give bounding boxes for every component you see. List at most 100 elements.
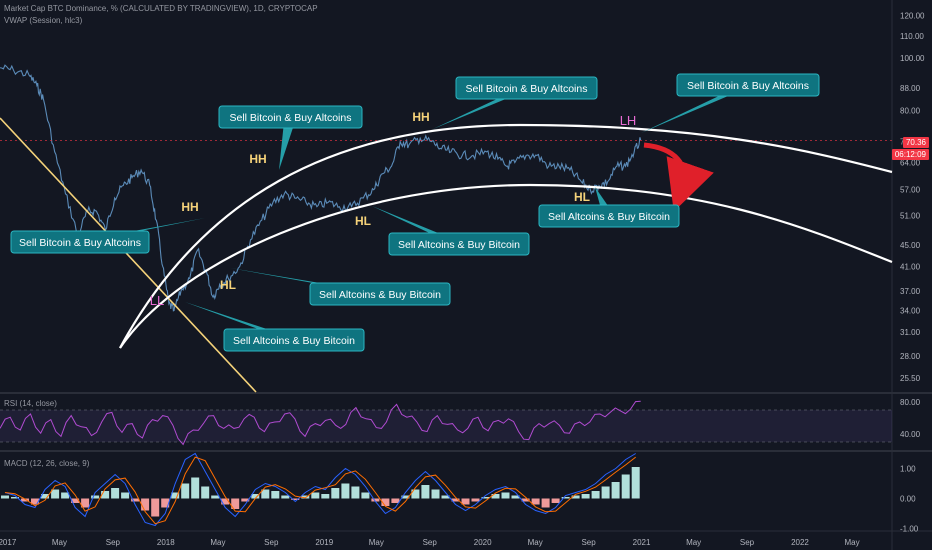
x-tick-label: Sep xyxy=(264,538,279,547)
swing-label: LH xyxy=(620,113,637,128)
indicator-label-vwap: VWAP (Session, hlc3) xyxy=(4,16,83,25)
x-tick-label: May xyxy=(686,538,701,547)
macd-histogram-bar xyxy=(31,498,39,505)
x-tick-label: May xyxy=(210,538,225,547)
macd-histogram-bar xyxy=(431,489,440,499)
swing-label: HL xyxy=(574,190,590,204)
y-tick-label: 100.00 xyxy=(900,54,925,63)
y-tick-label: 120.00 xyxy=(900,12,925,21)
macd-histogram-bar xyxy=(171,492,180,499)
x-tick-label: Sep xyxy=(581,538,596,547)
macd-histogram-bar xyxy=(401,495,410,499)
callout-box xyxy=(218,105,363,129)
macd-histogram-bar xyxy=(61,492,70,499)
callout-text: Sell Altcoins & Buy Bitcoin xyxy=(319,289,441,301)
callout-box xyxy=(388,232,530,256)
macd-tick-label: -1.00 xyxy=(900,525,919,534)
macd-histogram-bar xyxy=(161,498,170,508)
y-tick-label: 51.00 xyxy=(900,212,921,221)
y-tick-label: 31.00 xyxy=(900,328,921,337)
macd-histogram-bar xyxy=(421,485,430,499)
callout-box xyxy=(309,282,451,306)
macd-histogram-bar xyxy=(291,498,300,500)
callout-text: Sell Altcoins & Buy Bitcoin xyxy=(233,335,355,347)
macd-histogram-bar xyxy=(101,491,110,499)
macd-histogram-bar xyxy=(481,497,490,499)
callout-pointer xyxy=(279,117,297,170)
x-tick-label: May xyxy=(845,538,860,547)
red-arrow xyxy=(643,142,714,212)
y-tick-label: 80.00 xyxy=(900,106,921,115)
x-tick-label: May xyxy=(528,538,543,547)
macd-histogram-bar xyxy=(531,498,540,505)
rsi-band xyxy=(0,410,892,442)
macd-histogram-bar xyxy=(501,492,510,499)
macd-histogram-bar xyxy=(551,498,560,503)
macd-histogram-bar xyxy=(631,467,640,499)
macd-histogram-bar xyxy=(271,491,280,499)
rsi-tick-label: 40.00 xyxy=(900,430,921,439)
callout-box xyxy=(676,73,820,97)
y-tick-label: 37.00 xyxy=(900,287,921,296)
macd-histogram-bar xyxy=(441,495,450,499)
callout-text: Sell Altcoins & Buy Bitcoin xyxy=(548,211,670,223)
swing-label: HH xyxy=(181,200,198,214)
y-tick-label: 64.00 xyxy=(900,159,921,168)
swing-label: HH xyxy=(249,152,266,166)
macd-histogram-bar xyxy=(611,482,620,499)
macd-histogram-bar xyxy=(571,495,580,499)
x-tick-label: 2018 xyxy=(157,538,175,547)
rsi-label: RSI (14, close) xyxy=(4,399,57,408)
macd-tick-label: 1.00 xyxy=(900,465,916,474)
callout-text: Sell Bitcoin & Buy Altcoins xyxy=(230,112,352,124)
btc-dominance-line xyxy=(0,64,642,312)
x-tick-label: 2019 xyxy=(315,538,333,547)
macd-histogram-bar xyxy=(451,498,460,502)
macd-histogram-bar xyxy=(191,477,200,499)
y-tick-label: 57.00 xyxy=(900,186,921,195)
macd-histogram-bar xyxy=(521,498,530,502)
x-tick-label: May xyxy=(369,538,384,547)
macd-histogram-bar xyxy=(511,495,520,499)
macd-histogram-bar xyxy=(411,489,420,499)
x-tick-label: 2020 xyxy=(474,538,492,547)
macd-histogram-bar xyxy=(91,495,100,499)
x-tick-label: 2017 xyxy=(0,538,17,547)
macd-histogram-bar xyxy=(351,486,360,499)
macd-histogram-bar xyxy=(151,498,160,517)
macd-histogram-bar xyxy=(471,498,480,502)
x-tick-label: Sep xyxy=(106,538,121,547)
swing-label: HL xyxy=(355,214,371,228)
y-tick-label: 88.00 xyxy=(900,84,921,93)
macd-histogram-bar xyxy=(581,494,590,499)
rsi-line xyxy=(0,400,641,446)
macd-histogram-bar xyxy=(591,491,600,499)
macd-histogram-bar xyxy=(21,498,29,502)
macd-histogram-bar xyxy=(121,492,130,499)
macd-histogram-bar xyxy=(261,489,270,499)
macd-histogram-bar xyxy=(311,492,320,499)
x-tick-label: 2021 xyxy=(633,538,651,547)
countdown-tag: 06:12:09 xyxy=(891,149,929,160)
callout-text: Sell Bitcoin & Buy Altcoins xyxy=(466,83,588,95)
macd-histogram-bar xyxy=(391,498,400,503)
upper-arc xyxy=(119,123,893,349)
swing-label: LL xyxy=(150,293,164,308)
x-tick-label: Sep xyxy=(740,538,755,547)
y-tick-label: 45.00 xyxy=(900,241,921,250)
y-tick-label: 41.00 xyxy=(900,263,921,272)
macd-histogram-bar xyxy=(341,483,350,499)
macd-histogram-bar xyxy=(561,497,570,499)
macd-histogram-bar xyxy=(321,494,330,499)
last-price-tag: 70.36 xyxy=(902,137,929,148)
lower-arc xyxy=(119,183,893,349)
macd-histogram-bar xyxy=(211,495,220,499)
swing-label: HH xyxy=(412,110,429,124)
x-tick-label: 2022 xyxy=(791,538,809,547)
diagonal-trendline xyxy=(0,117,257,393)
macd-histogram-bar xyxy=(251,494,260,499)
macd-histogram-bar xyxy=(331,488,340,499)
macd-histogram-bar xyxy=(181,483,190,499)
callout-text: Sell Altcoins & Buy Bitcoin xyxy=(398,239,520,251)
